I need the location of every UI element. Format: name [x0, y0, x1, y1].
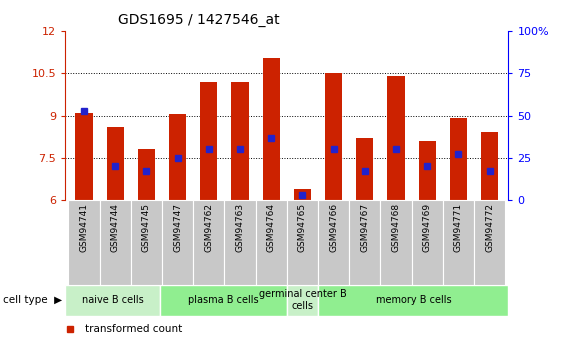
Bar: [256, 200, 287, 285]
Bar: [107, 127, 124, 200]
Bar: [232, 82, 249, 200]
Bar: [294, 189, 311, 200]
Text: GSM94745: GSM94745: [142, 203, 151, 252]
Bar: [381, 200, 412, 285]
Text: germinal center B
cells: germinal center B cells: [259, 289, 346, 311]
Text: plasma B cells: plasma B cells: [188, 295, 259, 305]
Bar: [318, 200, 349, 285]
Bar: [131, 200, 162, 285]
Text: GSM94762: GSM94762: [204, 203, 214, 252]
Text: GSM94764: GSM94764: [267, 203, 275, 252]
Bar: [419, 141, 436, 200]
Bar: [224, 200, 256, 285]
Text: GSM94763: GSM94763: [236, 203, 245, 252]
Bar: [287, 200, 318, 285]
Text: GSM94769: GSM94769: [423, 203, 432, 252]
Bar: [412, 200, 443, 285]
Bar: [387, 76, 404, 200]
Text: GSM94772: GSM94772: [485, 203, 494, 252]
Bar: [68, 200, 99, 285]
Bar: [325, 73, 342, 200]
Text: GSM94766: GSM94766: [329, 203, 338, 252]
Bar: [450, 118, 467, 200]
Bar: [160, 285, 287, 316]
Bar: [193, 200, 224, 285]
Text: GSM94767: GSM94767: [360, 203, 369, 252]
Text: GSM94768: GSM94768: [391, 203, 400, 252]
Bar: [443, 200, 474, 285]
Text: GSM94744: GSM94744: [111, 203, 120, 252]
Bar: [349, 200, 381, 285]
Text: GSM94741: GSM94741: [80, 203, 89, 252]
Bar: [138, 149, 155, 200]
Bar: [65, 285, 160, 316]
Bar: [262, 58, 280, 200]
Bar: [99, 200, 131, 285]
Bar: [474, 200, 506, 285]
Bar: [201, 82, 218, 200]
Bar: [162, 200, 193, 285]
Text: naive B cells: naive B cells: [82, 295, 144, 305]
Text: transformed count: transformed count: [85, 325, 182, 334]
Bar: [319, 285, 508, 316]
Text: GSM94765: GSM94765: [298, 203, 307, 252]
Text: GDS1695 / 1427546_at: GDS1695 / 1427546_at: [119, 13, 280, 27]
Bar: [169, 114, 186, 200]
Text: GSM94771: GSM94771: [454, 203, 463, 252]
Bar: [481, 132, 498, 200]
Text: memory B cells: memory B cells: [375, 295, 451, 305]
Bar: [76, 113, 93, 200]
Bar: [356, 138, 373, 200]
Text: GSM94747: GSM94747: [173, 203, 182, 252]
Text: cell type  ▶: cell type ▶: [3, 295, 62, 305]
Bar: [287, 285, 319, 316]
